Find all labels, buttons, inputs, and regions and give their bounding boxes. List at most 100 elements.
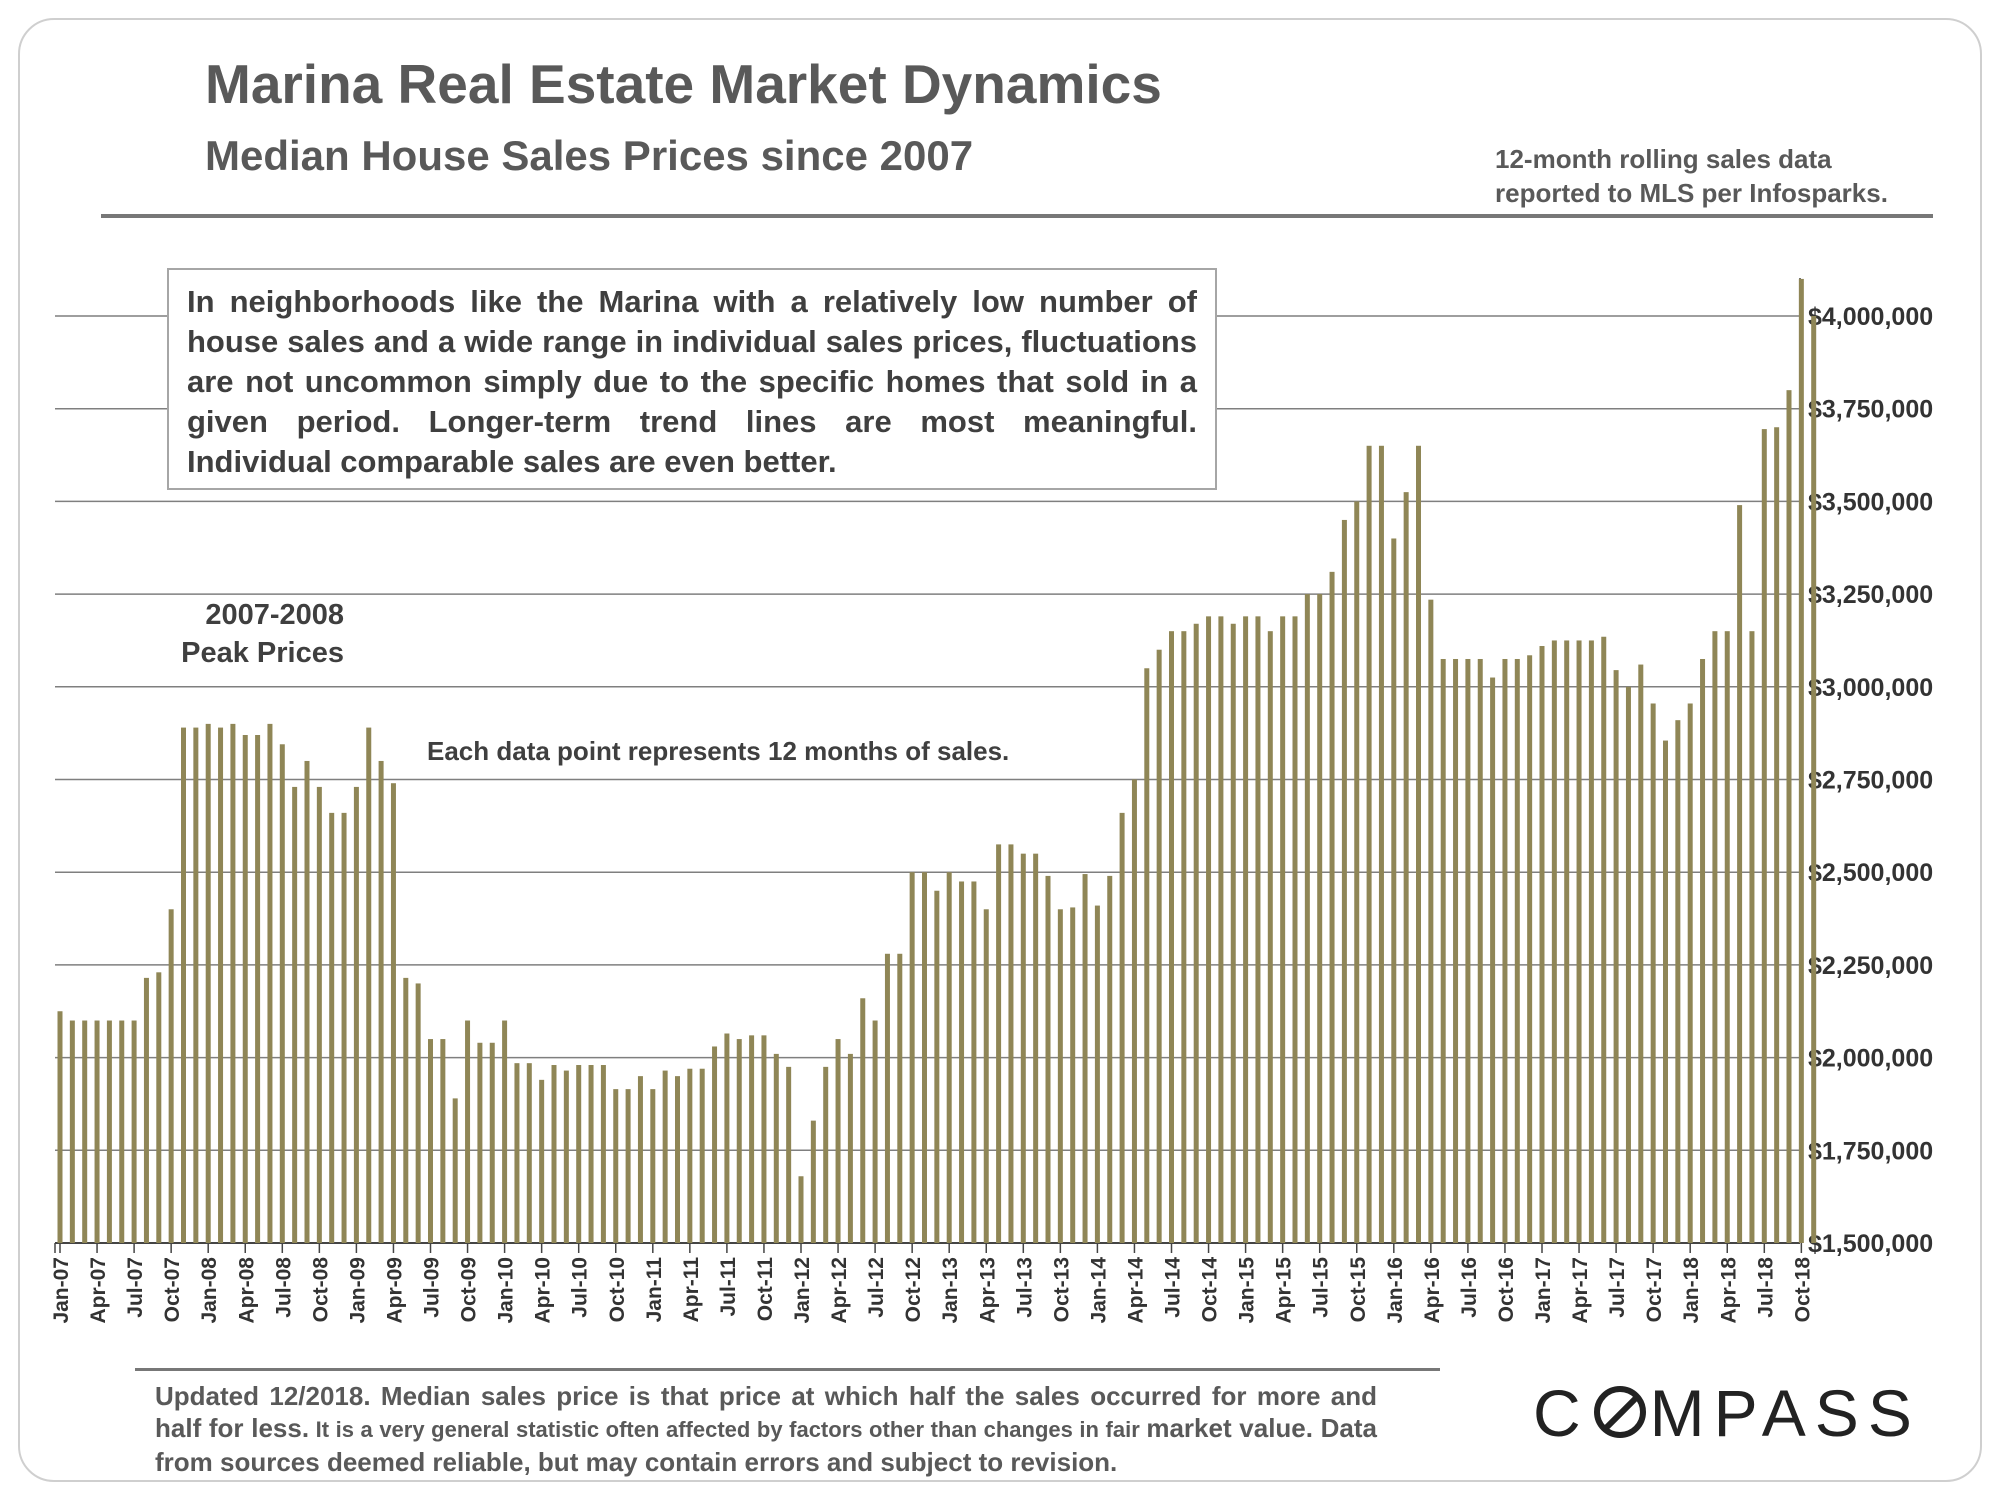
bar bbox=[1786, 390, 1792, 1243]
bar bbox=[255, 735, 261, 1243]
x-tick-label: Jan-09 bbox=[346, 1257, 369, 1324]
bar bbox=[1539, 646, 1545, 1243]
bar bbox=[675, 1076, 680, 1243]
bar bbox=[514, 1063, 520, 1243]
x-tick-label: Jul-16 bbox=[1458, 1257, 1481, 1318]
x-tick-label: Jul-15 bbox=[1310, 1257, 1333, 1318]
footer-bold-text: Updated 12/2018. Median sales price is t… bbox=[155, 1381, 1377, 1443]
bar bbox=[1601, 636, 1607, 1243]
chart-subtitle: Median House Sales Prices since 2007 bbox=[205, 132, 974, 179]
bar bbox=[428, 1039, 433, 1243]
bar bbox=[934, 890, 940, 1243]
footer-small-text: It is a very general statistic often aff… bbox=[309, 1417, 1147, 1442]
bar bbox=[1070, 907, 1076, 1243]
x-tick-label: Jul-10 bbox=[569, 1257, 592, 1318]
bar bbox=[1453, 658, 1459, 1243]
compass-logo: C MPASS bbox=[1533, 1375, 1921, 1451]
compass-o-icon bbox=[1593, 1386, 1646, 1438]
x-tick-label: Jan-15 bbox=[1236, 1257, 1259, 1324]
y-tick-label: $3,500,000 bbox=[1808, 488, 1933, 516]
x-tick-label: Oct-07 bbox=[161, 1257, 184, 1322]
x-tick-label: Oct-09 bbox=[458, 1257, 481, 1322]
x-tick-label: Jan-10 bbox=[495, 1257, 518, 1324]
x-tick-label: Jul-12 bbox=[865, 1257, 888, 1318]
bar bbox=[106, 1020, 112, 1243]
footer-end-text: market value. Data from sources deemed r… bbox=[155, 1413, 1378, 1477]
peak-prices-years: 2007-2008 bbox=[205, 599, 344, 631]
x-tick-label: Jul-13 bbox=[1013, 1257, 1036, 1318]
bar bbox=[267, 723, 273, 1243]
bar bbox=[613, 1089, 619, 1243]
x-tick-label: Jan-07 bbox=[50, 1257, 73, 1324]
bar bbox=[1811, 316, 1817, 1243]
bar bbox=[1057, 909, 1063, 1243]
bar bbox=[1663, 740, 1668, 1243]
x-tick-label: Jan-08 bbox=[198, 1257, 221, 1324]
bar bbox=[1144, 668, 1150, 1243]
x-tick-label: Oct-16 bbox=[1495, 1257, 1518, 1322]
bar bbox=[1650, 703, 1656, 1243]
bar bbox=[810, 1120, 816, 1243]
bar bbox=[1687, 703, 1693, 1243]
bar bbox=[390, 783, 396, 1243]
x-tick-label: Oct-17 bbox=[1643, 1257, 1666, 1322]
x-tick-label: Apr-18 bbox=[1717, 1257, 1740, 1324]
bar bbox=[143, 977, 149, 1243]
bar bbox=[1094, 905, 1100, 1243]
bar bbox=[69, 1020, 75, 1243]
bar bbox=[1378, 445, 1384, 1243]
bar bbox=[218, 727, 224, 1243]
bar bbox=[1280, 616, 1286, 1243]
header-divider bbox=[101, 214, 1933, 218]
logo-text-left: C bbox=[1533, 1376, 1590, 1450]
bar bbox=[588, 1065, 594, 1243]
bar bbox=[1700, 658, 1706, 1243]
bar bbox=[1169, 631, 1174, 1243]
bar bbox=[712, 1046, 718, 1243]
bar bbox=[798, 1176, 804, 1243]
bar bbox=[1366, 445, 1372, 1243]
bar bbox=[1230, 623, 1236, 1243]
bar bbox=[650, 1089, 656, 1243]
x-tick-label: Apr-11 bbox=[680, 1257, 703, 1323]
bar bbox=[996, 844, 1002, 1243]
bar bbox=[57, 1011, 63, 1243]
x-tick-label: Jan-17 bbox=[1532, 1257, 1555, 1324]
x-tick-label: Apr-17 bbox=[1569, 1257, 1592, 1324]
bar bbox=[1391, 538, 1397, 1243]
bar bbox=[1181, 631, 1187, 1243]
bar bbox=[440, 1039, 446, 1243]
x-tick-label: Apr-16 bbox=[1421, 1257, 1444, 1324]
x-tick-label: Jul-11 bbox=[717, 1257, 740, 1317]
bar bbox=[1749, 631, 1755, 1243]
bar bbox=[1576, 640, 1582, 1243]
bar bbox=[502, 1020, 508, 1243]
bar bbox=[1527, 655, 1533, 1243]
bar bbox=[551, 1065, 557, 1243]
bar bbox=[1465, 658, 1471, 1243]
bar bbox=[1131, 779, 1137, 1243]
bar bbox=[1045, 875, 1051, 1243]
bar bbox=[971, 881, 977, 1243]
bar bbox=[687, 1068, 693, 1243]
y-tick-label: $1,500,000 bbox=[1808, 1230, 1933, 1258]
bar bbox=[1292, 616, 1298, 1243]
bar bbox=[736, 1039, 742, 1243]
footer-divider bbox=[135, 1368, 1440, 1371]
bar bbox=[1403, 492, 1409, 1243]
bar bbox=[1613, 670, 1619, 1243]
x-tick-label: Jul-07 bbox=[124, 1257, 147, 1318]
source-note-line2: reported to MLS per Infosparks. bbox=[1495, 178, 1888, 208]
bar bbox=[909, 872, 915, 1243]
bar bbox=[823, 1066, 829, 1243]
x-tick-label: Jan-18 bbox=[1680, 1257, 1703, 1324]
bar bbox=[724, 1033, 730, 1243]
bar bbox=[366, 727, 372, 1243]
bar bbox=[279, 744, 285, 1243]
bar bbox=[1440, 658, 1446, 1243]
bar bbox=[662, 1070, 668, 1243]
bar bbox=[230, 723, 236, 1243]
x-tick-label: Jul-14 bbox=[1162, 1257, 1185, 1318]
bar bbox=[378, 760, 384, 1243]
bar bbox=[1008, 844, 1014, 1243]
